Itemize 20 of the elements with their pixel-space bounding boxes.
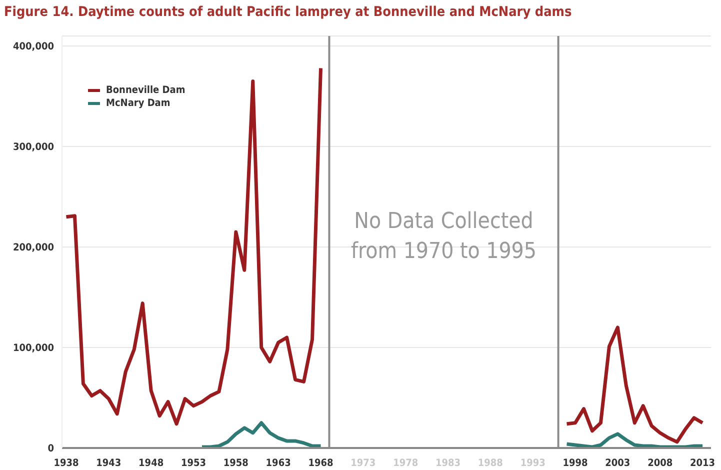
y-tick-label: 100,000 (13, 343, 54, 354)
x-tick-label: 1953 (180, 458, 206, 469)
y-tick-label: 0 (48, 444, 54, 455)
y-tick-label: 400,000 (13, 42, 54, 53)
x-tick-label: 1968 (308, 458, 334, 469)
chart-title: Figure 14. Daytime counts of adult Pacific lamprey at Bonneville and McNary dams (3, 3, 573, 22)
x-tick-label: 2008 (648, 458, 673, 469)
legend-label: Bonneville Dam (105, 84, 186, 97)
x-tick-label: 2003 (605, 458, 630, 469)
y-tick-label: 300,000 (13, 142, 54, 154)
annotation: No Data Collected from 1970 to 1995 (351, 209, 536, 264)
y-tick-label: 200,000 (13, 242, 54, 254)
x-tick-label: 1948 (138, 458, 164, 469)
x-tick-label: 2013 (690, 458, 716, 469)
x-tick-label: 1943 (96, 458, 122, 469)
x-tick-label: 1963 (266, 458, 291, 469)
x-tick-label: 1938 (54, 458, 79, 469)
x-tick-label: 1998 (562, 458, 588, 469)
x-tick-label: 1958 (223, 458, 248, 469)
legend-label: McNary Dam (105, 97, 172, 110)
